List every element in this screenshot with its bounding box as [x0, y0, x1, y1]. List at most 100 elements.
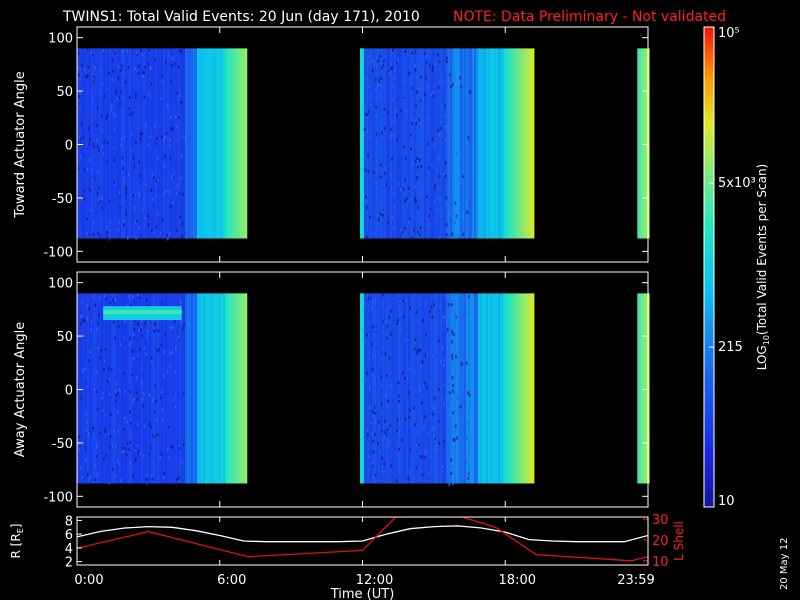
heatmap-column	[201, 293, 204, 484]
heatmap-speckle	[115, 445, 117, 449]
heatmap-speckle	[366, 206, 368, 210]
heatmap-column	[243, 293, 246, 484]
colorbar-step	[704, 133, 714, 136]
heatmap-speckle	[159, 456, 161, 460]
colorbar-step	[704, 429, 714, 432]
heatmap-column	[179, 293, 182, 484]
heatmap-speckle	[421, 395, 424, 399]
heatmap-column	[105, 48, 108, 239]
heatmap-speckle	[404, 178, 406, 182]
heatmap-speckle	[80, 122, 83, 126]
heatmap-speckle	[105, 116, 108, 120]
heatmap-speckle	[367, 469, 370, 473]
heatmap-speckle	[462, 232, 465, 236]
heatmap-speckle	[99, 234, 101, 238]
heatmap-speckle	[443, 113, 446, 117]
heatmap-speckle	[115, 382, 118, 385]
heatmap-speckle	[89, 209, 92, 213]
heatmap-column	[370, 293, 373, 484]
heatmap-column	[141, 293, 144, 484]
heatmap-speckle	[87, 73, 89, 77]
heatmap-speckle	[109, 301, 112, 305]
heatmap-speckle	[437, 157, 440, 161]
heatmap-speckle	[428, 214, 430, 218]
heatmap-column	[454, 48, 457, 239]
heatmap-speckle	[431, 427, 433, 431]
heatmap-speckle	[454, 221, 456, 225]
heatmap-speckle	[387, 72, 390, 76]
heatmap-column	[137, 293, 140, 484]
colorbar-step	[704, 59, 714, 62]
heatmap-speckle	[137, 71, 140, 75]
heatmap-speckle	[442, 315, 444, 319]
heatmap-speckle	[117, 459, 119, 463]
heatmap-speckle	[371, 374, 374, 378]
heatmap-speckle	[183, 135, 185, 139]
heatmap-speckle	[137, 293, 139, 297]
heatmap-speckle	[102, 409, 104, 412]
heatmap-speckle	[459, 444, 461, 448]
heatmap-speckle	[154, 58, 156, 62]
heatmap-speckle	[379, 175, 382, 179]
heatmap-column	[171, 293, 174, 484]
y-tick-label: 50	[56, 330, 73, 345]
colorbar-step	[704, 211, 714, 214]
heatmap-speckle	[83, 319, 86, 323]
colorbar-step	[704, 209, 714, 212]
colorbar-step	[704, 277, 714, 280]
heatmap-speckle	[78, 448, 80, 452]
heatmap-speckle	[149, 393, 151, 397]
colorbar-step	[704, 327, 714, 330]
heatmap-speckle	[87, 434, 89, 438]
heatmap-speckle	[164, 165, 166, 169]
heatmap-speckle	[95, 390, 98, 394]
heatmap-column	[209, 293, 212, 484]
colorbar-step	[704, 251, 714, 254]
heatmap-speckle	[365, 199, 367, 203]
heatmap-speckle	[450, 422, 452, 426]
heatmap-column	[95, 293, 98, 484]
heatmap-column	[203, 48, 206, 239]
heatmap-column	[482, 293, 485, 484]
heatmap-speckle	[399, 312, 401, 316]
heatmap-speckle	[373, 331, 375, 335]
heatmap-speckle	[444, 125, 446, 129]
x-tick-label: 12:00	[356, 573, 393, 588]
colorbar-step	[704, 227, 714, 230]
heatmap-speckle	[107, 432, 110, 436]
heatmap-column	[643, 293, 646, 484]
heatmap-speckle	[431, 137, 434, 141]
heatmap-speckle	[367, 85, 370, 88]
heatmap-speckle	[377, 441, 379, 445]
heatmap-speckle	[417, 348, 419, 352]
lshell-series-line	[77, 517, 648, 562]
heatmap-speckle	[140, 328, 142, 332]
heatmap-speckle	[94, 478, 96, 481]
heatmap-speckle	[133, 164, 135, 168]
heatmap-speckle	[113, 127, 116, 131]
colorbar-step	[704, 483, 714, 486]
heatmap-speckle	[452, 389, 454, 393]
colorbar-step	[704, 169, 714, 172]
heatmap-speckle	[467, 391, 469, 395]
heatmap-column	[115, 48, 118, 239]
heatmap-column	[422, 293, 425, 484]
colorbar-step	[704, 307, 714, 310]
heatmap-column	[163, 48, 166, 239]
heatmap-speckle	[92, 178, 94, 181]
heatmap-column	[177, 48, 180, 239]
heatmap-speckle	[419, 158, 421, 162]
heatmap-speckle	[402, 299, 405, 303]
heatmap-speckle	[82, 194, 84, 198]
colorbar-step	[704, 373, 714, 376]
heatmap-speckle	[135, 447, 137, 451]
heatmap-speckle	[461, 151, 464, 155]
heatmap-speckle	[375, 78, 377, 82]
heatmap-column	[233, 293, 236, 484]
segment-edge	[360, 293, 363, 484]
heatmap-speckle	[415, 122, 418, 126]
heatmap-speckle	[447, 302, 450, 306]
heatmap-speckle	[94, 388, 96, 391]
heatmap-speckle	[415, 310, 418, 314]
colorbar-step	[704, 91, 714, 94]
